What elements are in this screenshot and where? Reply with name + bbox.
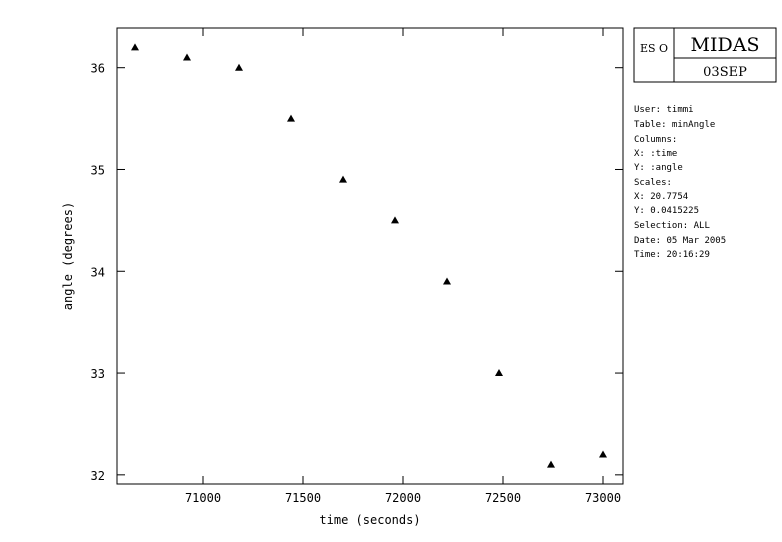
info-line: Y: :angle [634, 163, 683, 173]
point [183, 53, 191, 61]
point [235, 63, 243, 71]
point [287, 114, 295, 122]
x-tick-label: 72500 [485, 491, 521, 505]
info-line: Date: 05 Mar 2005 [634, 236, 726, 246]
point [131, 43, 139, 51]
y-tick-label: 33 [91, 367, 105, 381]
x-tick-label: 73000 [585, 491, 621, 505]
info-line: X: 20.7754 [634, 192, 688, 202]
y-axis-label: angle (degrees) [61, 202, 75, 310]
info-line: Y: 0.0415225 [634, 206, 699, 216]
point [339, 175, 347, 183]
point [599, 450, 607, 458]
point [547, 460, 555, 468]
x-tick-label: 71500 [285, 491, 321, 505]
x-tick-label: 72000 [385, 491, 421, 505]
logo: ES O [640, 42, 668, 55]
point [391, 216, 399, 224]
info-line: User: timmi [634, 105, 694, 115]
brand: MIDAS [691, 34, 760, 56]
info-line: Scales: [634, 178, 672, 188]
y-tick-label: 32 [91, 469, 105, 483]
plot-frame [116, 27, 624, 485]
x-tick-label: 71000 [185, 491, 221, 505]
y-tick-label: 34 [91, 265, 105, 279]
info-line: Table: minAngle [634, 120, 715, 130]
version: 03SEP [703, 65, 747, 80]
info-line: Time: 20:16:29 [634, 250, 710, 260]
x-axis-label: time (seconds) [319, 513, 420, 527]
info-line: X: :time [634, 149, 677, 159]
logo-box [633, 27, 777, 83]
info-line: Columns: [634, 135, 677, 145]
info-line: Selection: ALL [634, 221, 710, 231]
y-tick-label: 36 [91, 62, 105, 76]
y-tick-label: 35 [91, 163, 105, 177]
point [495, 369, 503, 377]
point [443, 277, 451, 285]
